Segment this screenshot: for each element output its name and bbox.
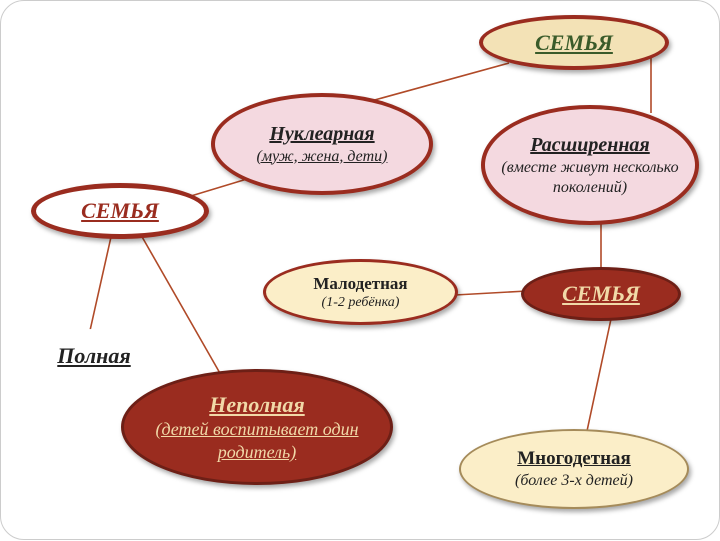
node-left-family: СЕМЬЯ	[31, 183, 209, 239]
node-title: СЕМЬЯ	[535, 29, 613, 57]
node-right-family: СЕМЬЯ	[521, 267, 681, 321]
node-title: Многодетная	[517, 447, 631, 471]
node-sub: (вместе живут несколько поколений)	[499, 158, 681, 198]
node-title: Неполная	[209, 391, 304, 419]
node-title: Расширенная	[530, 133, 650, 158]
node-title: Малодетная	[313, 273, 407, 294]
node-title: Полная	[57, 342, 130, 370]
node-full: Полная	[19, 329, 169, 383]
node-title: Нуклеарная	[269, 122, 374, 147]
node-small: Малодетная (1-2 ребёнка)	[263, 259, 458, 325]
node-title: СЕМЬЯ	[81, 197, 159, 225]
node-many: Многодетная (более 3-х детей)	[459, 429, 689, 509]
node-nuclear: Нуклеарная (муж, жена, дети)	[211, 93, 433, 195]
node-incomplete: Неполная (детей воспитывает один родител…	[121, 369, 393, 485]
node-sub: (детей воспитывает один родитель)	[138, 418, 376, 463]
node-sub: (муж, жена, дети)	[257, 147, 388, 167]
diagram-canvas: СЕМЬЯ Нуклеарная (муж, жена, дети) Расши…	[0, 0, 720, 540]
node-title: СЕМЬЯ	[562, 280, 640, 308]
node-sub: (более 3-х детей)	[515, 471, 633, 491]
node-top-family: СЕМЬЯ	[479, 15, 669, 70]
node-sub: (1-2 ребёнка)	[322, 294, 400, 312]
node-extended: Расширенная (вместе живут несколько поко…	[481, 105, 699, 225]
